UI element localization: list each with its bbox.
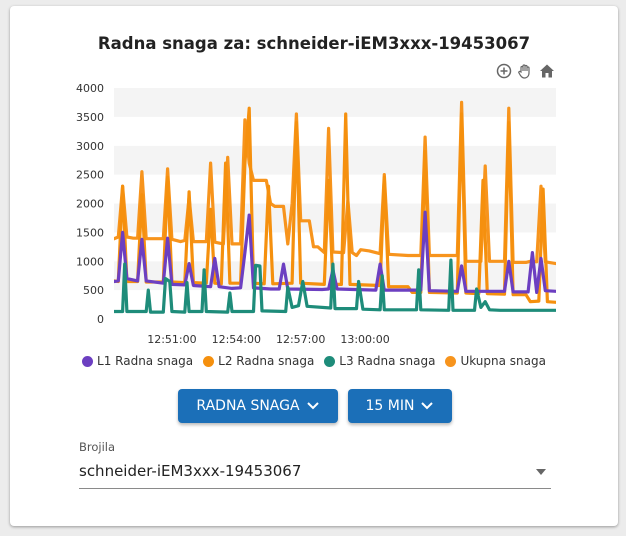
line-chart: 0 500 1000 1500 2000 2500 3000 3500 4000 12:51:00… (76, 82, 556, 346)
legend-item-l3[interactable]: L3 Radna snaga (324, 354, 435, 368)
grid-band (114, 174, 556, 204)
legend-label-l3: L3 Radna snaga (339, 354, 436, 368)
grid-band (114, 145, 556, 175)
chevron-down-icon (421, 402, 434, 410)
meter-select-value: schneider-iEM3xxx-19453067 (79, 462, 302, 480)
legend-item-l1[interactable]: L1 Radna snaga (82, 354, 193, 368)
chart-legend: L1 Radna snaga L2 Radna snaga L3 Radna s… (10, 354, 618, 368)
x-tick-label: 12:54:00 (212, 333, 261, 346)
y-tick-label: 2500 (76, 169, 104, 182)
legend-item-total[interactable]: Ukupna snaga (445, 354, 546, 368)
interval-button-label: 15 MIN (365, 398, 415, 414)
x-tick-label: 13:00:00 (340, 333, 389, 346)
y-tick-label: 1000 (76, 255, 104, 268)
meter-select-label: Brojila (79, 440, 116, 454)
legend-label-l1: L1 Radna snaga (97, 354, 194, 368)
grid-band (114, 116, 556, 146)
dropdown-arrow-icon (536, 469, 546, 475)
x-tick-label: 12:57:00 (276, 333, 325, 346)
x-tick-label: 12:51:00 (147, 333, 196, 346)
series-line-l3-radna-snaga (114, 258, 556, 314)
chart-title: Radna snaga za: schneider-iEM3xxx-194530… (97, 34, 531, 53)
y-tick-label: 1500 (76, 226, 104, 239)
y-tick-label: 2000 (76, 198, 104, 211)
legend-label-total: Ukupna snaga (460, 354, 546, 368)
interval-dropdown-button[interactable]: 15 MIN (348, 389, 452, 423)
y-tick-label: 3500 (76, 111, 104, 124)
metric-button-label: RADNA SNAGA (196, 398, 300, 414)
meter-select[interactable]: schneider-iEM3xxx-19453067 (79, 456, 551, 489)
metric-dropdown-button[interactable]: RADNA SNAGA (178, 389, 338, 423)
zoom-in-icon[interactable] (495, 62, 513, 80)
home-reset-icon[interactable] (538, 62, 556, 80)
legend-marker-l2 (203, 355, 215, 367)
legend-label-l2: L2 Radna snaga (218, 354, 315, 368)
grid-band (114, 203, 556, 233)
series-line-l2-radna-snaga (114, 106, 556, 304)
chart-toolbar (495, 62, 575, 82)
chart-card: Radna snaga za: schneider-iEM3xxx-194530… (10, 6, 618, 526)
grid-band (114, 88, 556, 117)
legend-marker-l3 (324, 355, 336, 367)
y-tick-label: 0 (97, 313, 104, 326)
legend-marker-total (445, 355, 457, 367)
y-tick-label: 3000 (76, 140, 104, 153)
y-tick-label: 500 (83, 284, 104, 297)
legend-marker-l1 (82, 355, 94, 367)
y-tick-label: 4000 (76, 82, 104, 95)
series-line-l1-radna-snaga (114, 210, 556, 294)
chevron-down-icon (306, 402, 319, 410)
pan-hand-icon[interactable] (516, 62, 534, 80)
legend-item-l2[interactable]: L2 Radna snaga (203, 354, 314, 368)
